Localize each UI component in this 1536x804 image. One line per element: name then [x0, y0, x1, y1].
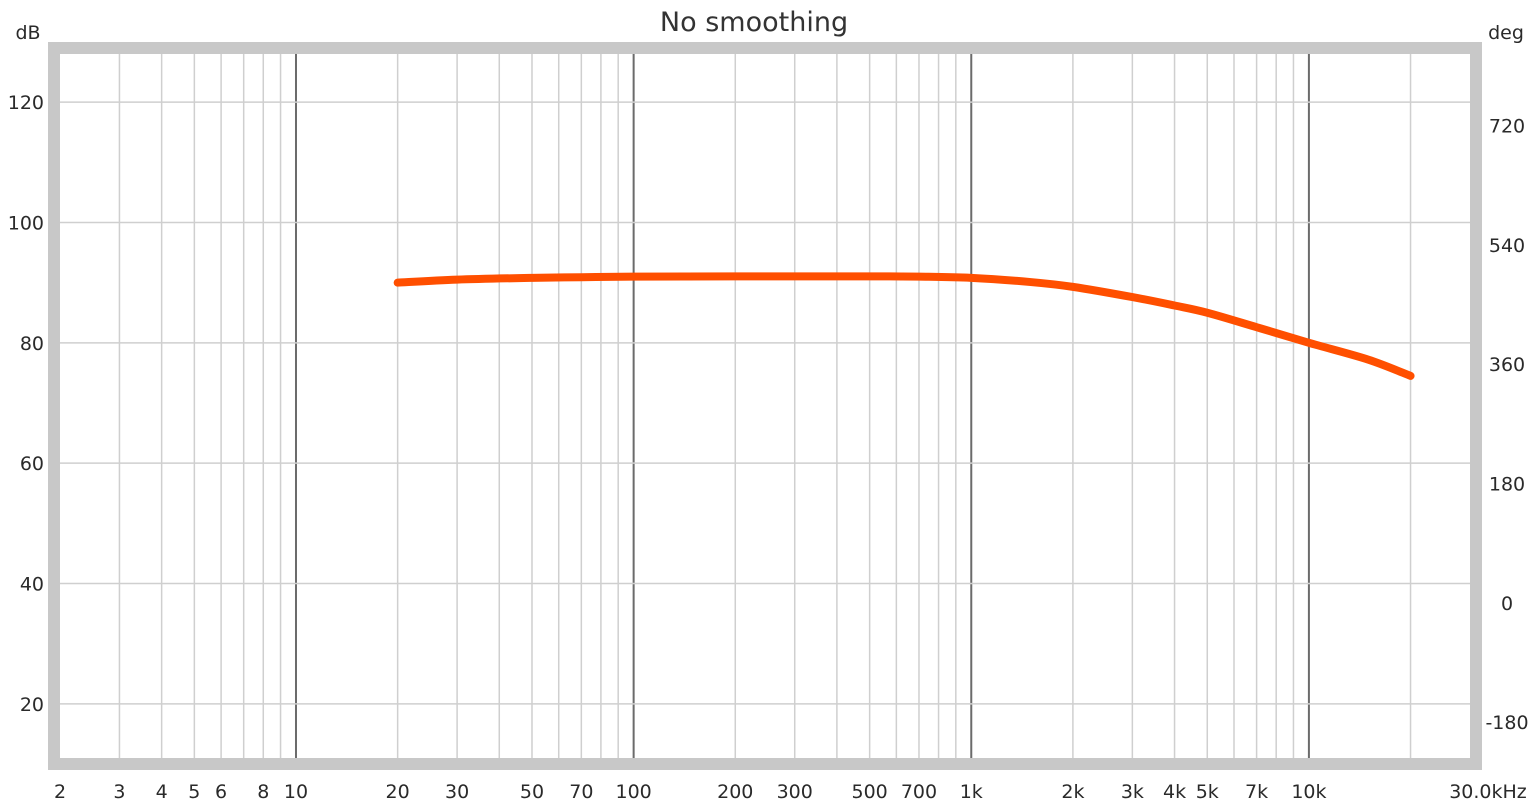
x-tick-label: 500: [851, 781, 887, 803]
x-tick-label: 30.0kHz: [1449, 781, 1527, 803]
grid: [60, 54, 1470, 758]
x-tick-label: 3: [113, 781, 125, 803]
y-left-tick-label: 80: [20, 333, 44, 355]
y-left-unit-label: dB: [15, 22, 40, 44]
series-layer: [393, 272, 1415, 380]
x-tick-label: 30: [445, 781, 469, 803]
x-tick-label: 200: [717, 781, 753, 803]
y-right-unit-label: deg: [1488, 22, 1524, 44]
x-tick-label: 50: [520, 781, 544, 803]
x-tick-label: 300: [777, 781, 813, 803]
x-tick-label: 8: [257, 781, 269, 803]
x-tick-label: 1k: [960, 781, 983, 803]
x-tick-label: 100: [616, 781, 652, 803]
x-tick-label: 20: [386, 781, 410, 803]
y-left-tick-label: 120: [8, 92, 44, 114]
x-tick-label: 2k: [1061, 781, 1084, 803]
y-right-tick-label: -180: [1485, 712, 1528, 734]
x-tick-label: 70: [569, 781, 593, 803]
y-right-tick-label: 0: [1501, 593, 1513, 615]
y-left-tick-label: 60: [20, 453, 44, 475]
plot-frame: [48, 42, 1482, 770]
x-tick-label: 10: [284, 781, 308, 803]
x-tick-label: 700: [901, 781, 937, 803]
x-tick-label: 5: [188, 781, 200, 803]
x-tick-label: 4: [156, 781, 168, 803]
y-right-tick-label: 360: [1489, 354, 1525, 376]
x-tick-label: 5k: [1196, 781, 1219, 803]
y-right-tick-label: 180: [1489, 474, 1525, 496]
x-tick-label: 7k: [1245, 781, 1268, 803]
x-tick-label: 3k: [1121, 781, 1144, 803]
labels-layer: 2 3 4 5 6 8 10 20 30 50 70 100 200 300 500 700 1k 2k 3k 4k 5…: [8, 92, 1529, 803]
y-left-tick-label: 100: [8, 212, 44, 234]
series-line: [393, 272, 1415, 380]
chart-title: No smoothing: [660, 7, 848, 38]
y-right-tick-label: 540: [1489, 235, 1525, 257]
x-tick-label: 10k: [1291, 781, 1326, 803]
y-right-tick-label: 720: [1489, 116, 1525, 138]
x-tick-label: 6: [215, 781, 227, 803]
y-left-tick-label: 20: [20, 694, 44, 716]
x-tick-label: 4k: [1163, 781, 1186, 803]
x-tick-label: 2: [54, 781, 66, 803]
y-left-tick-label: 40: [20, 574, 44, 596]
